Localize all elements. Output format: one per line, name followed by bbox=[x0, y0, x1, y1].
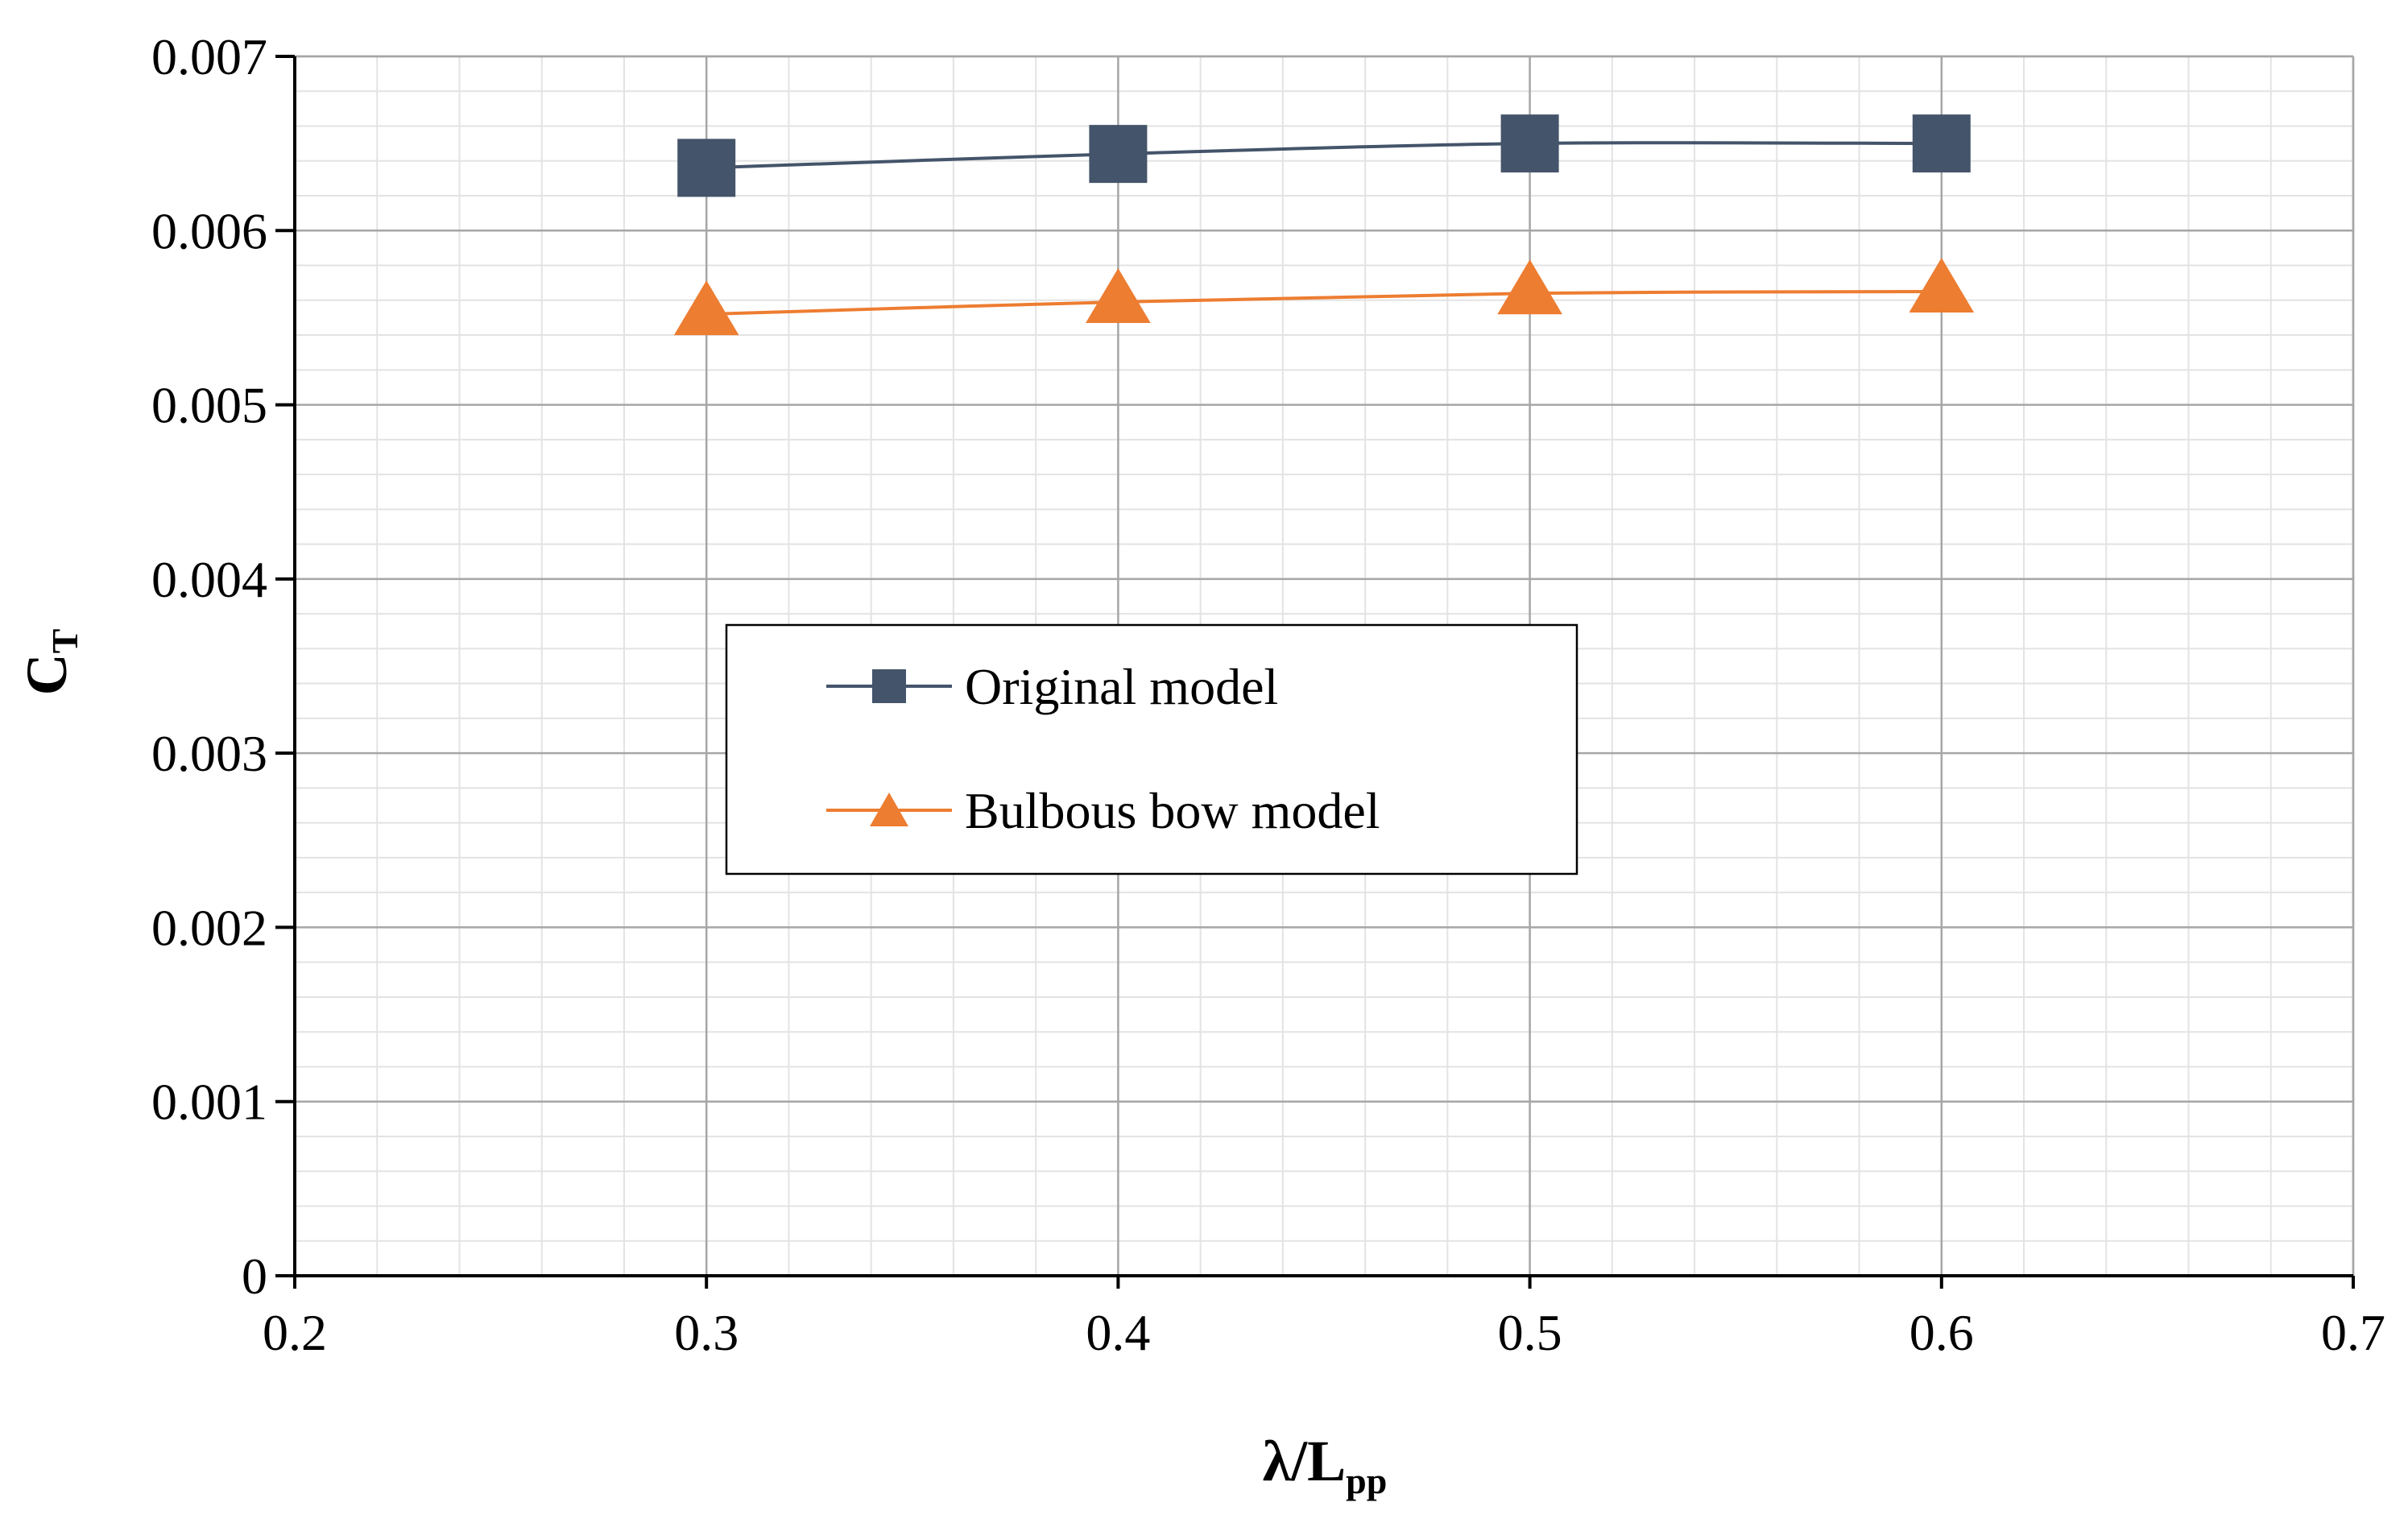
x-tick-label: 0.5 bbox=[1498, 1304, 1562, 1361]
x-tick-labels: 0.2 0.3 0.4 0.5 0.6 0.7 bbox=[263, 1304, 2385, 1361]
data-point-triangle bbox=[1497, 259, 1562, 315]
axes bbox=[275, 55, 2355, 1289]
x-axis-title-sub: pp bbox=[1346, 1460, 1387, 1501]
data-point-square bbox=[677, 139, 736, 197]
legend-label-bulbous: Bulbous bow model bbox=[965, 782, 1380, 839]
series-original-model bbox=[677, 114, 1971, 197]
x-tick-label: 0.6 bbox=[1909, 1304, 1974, 1361]
y-axis-title-main: C bbox=[14, 653, 79, 695]
y-tick-label: 0.005 bbox=[151, 377, 267, 434]
y-tick-label: 0.004 bbox=[151, 551, 267, 608]
series bbox=[673, 114, 1975, 336]
x-tick-label: 0.4 bbox=[1086, 1304, 1150, 1361]
data-point-triangle bbox=[1909, 257, 1975, 313]
y-tick-label: 0 bbox=[242, 1248, 267, 1305]
data-point-square bbox=[1089, 125, 1148, 184]
legend-marker-square bbox=[872, 669, 906, 703]
x-axis-title: λ/Lpp bbox=[1263, 1429, 1388, 1501]
y-tick-label: 0.003 bbox=[151, 725, 267, 782]
x-tick-label: 0.2 bbox=[263, 1304, 327, 1361]
data-point-square bbox=[1912, 114, 1971, 173]
y-tick-label: 0.001 bbox=[151, 1074, 267, 1131]
y-tick-labels: 0 0.001 0.002 0.003 0.004 0.005 0.006 0.007 bbox=[151, 28, 267, 1305]
legend-marker-triangle bbox=[870, 793, 908, 826]
x-tick-label: 0.7 bbox=[2321, 1304, 2385, 1361]
minor-grid bbox=[295, 56, 2353, 1276]
legend-label-original: Original model bbox=[965, 658, 1278, 715]
series-bulbous-bow-model bbox=[673, 257, 1975, 336]
series-line bbox=[706, 141, 1942, 170]
y-tick-label: 0.002 bbox=[151, 899, 267, 956]
legend-box bbox=[725, 623, 1578, 875]
data-point-triangle bbox=[1086, 267, 1151, 324]
data-point-triangle bbox=[673, 280, 739, 336]
legend: Original model Bulbous bow model bbox=[725, 623, 1578, 875]
data-point-square bbox=[1500, 114, 1559, 173]
x-axis-title-main: λ/L bbox=[1263, 1429, 1346, 1493]
series-line bbox=[706, 289, 1942, 317]
x-tick-label: 0.3 bbox=[674, 1304, 739, 1361]
y-axis-title-sub: T bbox=[44, 629, 85, 654]
y-tick-label: 0.007 bbox=[151, 28, 267, 85]
y-axis-title: CT bbox=[14, 629, 85, 696]
y-tick-label: 0.006 bbox=[151, 202, 267, 259]
